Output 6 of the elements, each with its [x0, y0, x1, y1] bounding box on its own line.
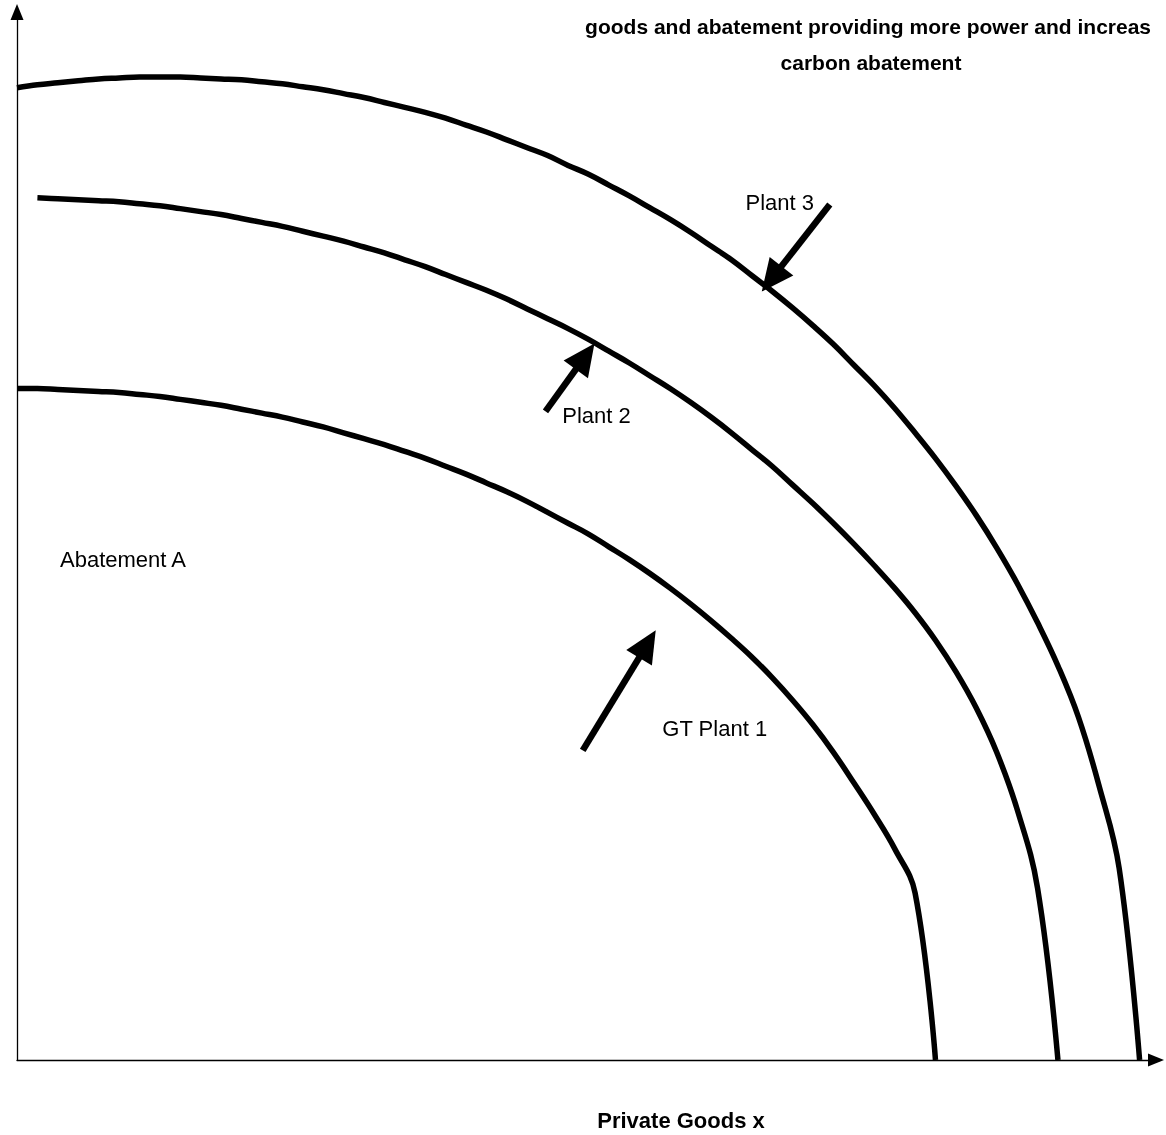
x-axis-title: Private Goods x — [597, 1107, 766, 1133]
chart-title: goods and abatement providing more power and increas carbon abatement — [585, 14, 1157, 74]
legend-label: Plant 2 — [562, 402, 631, 428]
y-axis-title: Abatement A — [60, 546, 187, 572]
text: Plant 3 — [745, 190, 815, 215]
series-label: GT Plant 1 — [662, 715, 768, 741]
